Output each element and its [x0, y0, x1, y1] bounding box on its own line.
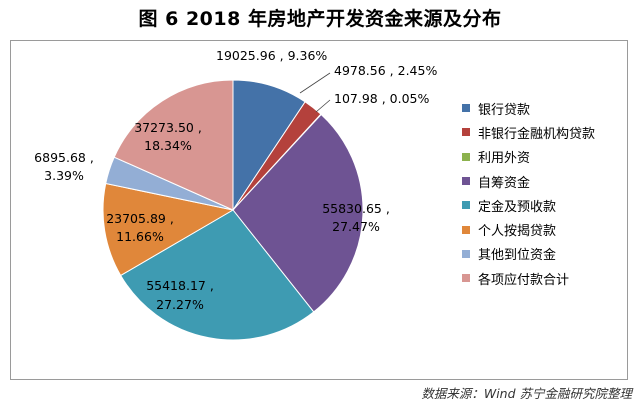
legend-swatch	[462, 104, 470, 113]
legend-label: 定金及预收款	[478, 199, 557, 215]
legend-label: 利用外资	[478, 151, 531, 167]
source-note: 数据来源：Wind 苏宁金融研究院整理	[421, 386, 632, 401]
legend-label: 个人按揭贷款	[478, 224, 557, 240]
legend-swatch	[462, 201, 470, 210]
legend-swatch	[462, 249, 470, 258]
legend-item: 非银行金融机构贷款	[462, 120, 622, 144]
pie-slice	[119, 209, 315, 341]
leader-line	[299, 72, 331, 94]
legend-item: 定金及预收款	[462, 193, 622, 217]
legend-label: 银行贷款	[478, 102, 531, 118]
legend-label: 其他到位资金	[478, 248, 557, 264]
data-label: 37273.50 , 18.34%	[134, 120, 202, 153]
legend-item: 利用外资	[462, 145, 622, 169]
legend-label: 自筹资金	[478, 175, 531, 191]
legend-item: 银行贷款	[462, 96, 622, 120]
data-label: 23705.89 , 11.66%	[106, 211, 174, 244]
data-label: 107.98 , 0.05%	[334, 91, 429, 106]
legend-swatch	[462, 128, 470, 137]
data-label: 19025.96 , 9.36%	[216, 48, 327, 63]
leader-line	[315, 99, 331, 113]
legend-item: 各项应付款合计	[462, 266, 622, 290]
chart-legend: 银行贷款非银行金融机构贷款 利用外资自筹资金定金及预收款 个人按揭贷款 其他到位资金各…	[462, 96, 622, 290]
pie-slice	[232, 79, 306, 212]
legend-item: 个人按揭贷款	[462, 217, 622, 241]
pie-slice	[232, 113, 364, 313]
legend-swatch	[462, 225, 470, 234]
data-label: 55418.17 , 27.27%	[146, 278, 214, 312]
data-label: 6895.68 , 3.39%	[34, 150, 94, 183]
legend-item: 自筹资金	[462, 169, 622, 193]
legend-swatch	[462, 274, 470, 283]
legend-swatch	[462, 177, 470, 186]
legend-label: 非银行金融机构贷款	[478, 126, 596, 142]
legend-label: 各项应付款合计	[478, 272, 570, 288]
chart-title: 图 6 2018 年房地产开发资金来源及分布	[138, 8, 502, 30]
pie-slice	[113, 79, 234, 211]
pie-slice	[102, 182, 235, 277]
legend-swatch	[462, 152, 470, 161]
legend-item: 其他到位资金	[462, 242, 622, 266]
data-label: 55830.65 , 27.47%	[322, 201, 390, 234]
data-label: 4978.56 , 2.45%	[334, 63, 437, 78]
